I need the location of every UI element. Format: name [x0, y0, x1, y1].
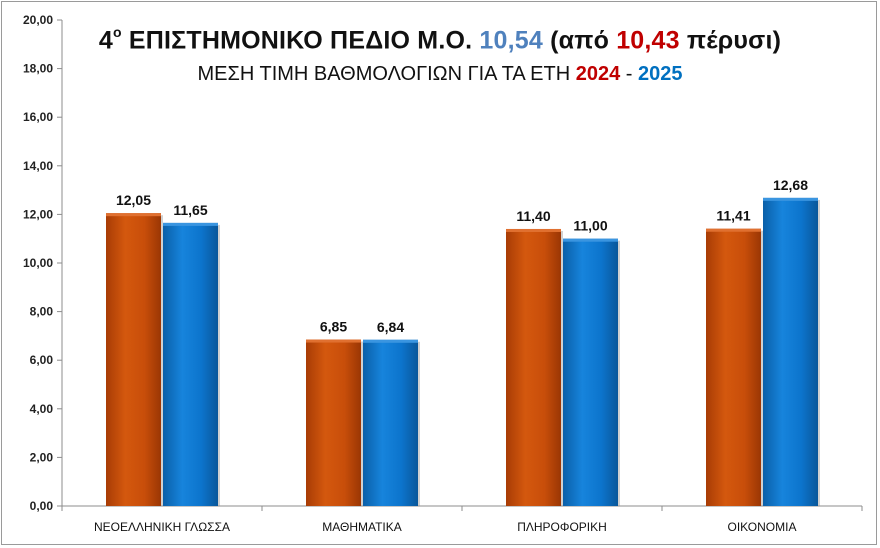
y-tick-label: 12,00 [23, 207, 53, 221]
series-2024-bar-cap [106, 213, 161, 217]
y-tick-label: 20,00 [23, 13, 53, 27]
series-2025-bar-cap [163, 222, 218, 226]
series-2025-value-label: 6,84 [377, 319, 404, 335]
title-superscript: ο [112, 24, 122, 40]
series-2025-bar [163, 222, 218, 506]
y-tick-label: 18,00 [23, 62, 53, 76]
x-category-label: ΟΙΚΟΝΟΜΙΑ [728, 520, 797, 534]
x-category-label: ΠΛΗΡΟΦΟΡΙΚΗ [517, 520, 607, 534]
series-2024-bar-cap [306, 339, 361, 343]
series-2024-bar [306, 339, 361, 506]
title-prefix-number: 4 [98, 26, 113, 55]
title-paren-open: (από [550, 26, 610, 55]
series-2024-bar [706, 228, 761, 506]
series-2025-bar [363, 339, 418, 506]
title-paren-close: πέρυσι) [686, 26, 782, 55]
subtitle-year2: 2025 [638, 63, 683, 85]
title-current-avg: 10,54 [479, 26, 543, 55]
series-2024-bar-cap [706, 228, 761, 232]
y-tick-label: 16,00 [23, 110, 53, 124]
subtitle-text: ΜΕΣΗ ΤΙΜΗ ΒΑΘΜΟΛΟΓΙΩΝ ΓΙΑ ΤΑ ΕΤΗ [197, 63, 571, 85]
subtitle-year1: 2024 [575, 63, 621, 85]
title-previous-avg: 10,43 [616, 26, 680, 55]
series-2025-bar [563, 238, 618, 506]
series-2024-value-label: 11,41 [716, 208, 750, 224]
subtitle-separator: - [625, 63, 633, 85]
x-category-label: ΜΑΘΗΜΑΤΙΚΑ [322, 520, 402, 534]
series-2025-bar-cap [363, 339, 418, 343]
x-category-label: ΝΕΟΕΛΛΗΝΙΚΗ ΓΛΩΣΣΑ [94, 520, 230, 534]
series-2025-value-label: 11,00 [573, 218, 607, 234]
y-tick-label: 10,00 [23, 256, 53, 270]
y-tick-label: 14,00 [23, 159, 53, 173]
title-main: ΕΠΙΣΤΗΜΟΝΙΚΟ ΠΕΔΙΟ Μ.Ο. [128, 26, 473, 55]
series-2024-value-label: 12,05 [116, 192, 151, 208]
series-2024-bar [106, 213, 161, 506]
series-2025-bar-cap [563, 238, 618, 242]
chart-title: 4ο ΕΠΙΣΤΗΜΟΝΙΚΟ ΠΕΔΙΟ Μ.Ο. 10,54 (από 10… [0, 24, 880, 55]
series-2025-value-label: 11,65 [173, 202, 207, 218]
series-2025-bar-cap [763, 197, 818, 201]
series-2024-value-label: 6,85 [320, 319, 347, 335]
series-2024-bar [506, 228, 561, 507]
chart-subtitle: ΜΕΣΗ ΤΙΜΗ ΒΑΘΜΟΛΟΓΙΩΝ ΓΙΑ ΤΑ ΕΤΗ 2024 - … [0, 63, 880, 86]
y-tick-label: 6,00 [30, 353, 54, 367]
series-2024-bar-cap [506, 228, 561, 232]
y-tick-label: 8,00 [30, 305, 54, 319]
y-tick-label: 4,00 [30, 402, 54, 416]
series-2025-value-label: 12,68 [773, 177, 808, 193]
y-tick-label: 2,00 [30, 450, 54, 464]
y-tick-label: 0,00 [30, 499, 54, 513]
series-2024-value-label: 11,40 [516, 208, 550, 224]
series-2025-bar [763, 197, 818, 506]
